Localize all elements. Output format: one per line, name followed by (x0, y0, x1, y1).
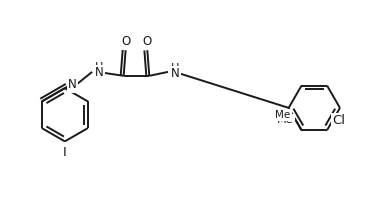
Text: N: N (170, 67, 179, 80)
Text: O: O (143, 35, 152, 48)
Text: Me: Me (277, 115, 294, 125)
Text: N: N (68, 78, 77, 91)
Text: H: H (171, 63, 179, 73)
Text: I: I (63, 146, 67, 159)
Text: O: O (121, 35, 130, 48)
Text: Me: Me (275, 110, 291, 120)
Text: Cl: Cl (332, 114, 345, 127)
Text: N: N (95, 66, 103, 79)
Text: H: H (95, 62, 103, 72)
